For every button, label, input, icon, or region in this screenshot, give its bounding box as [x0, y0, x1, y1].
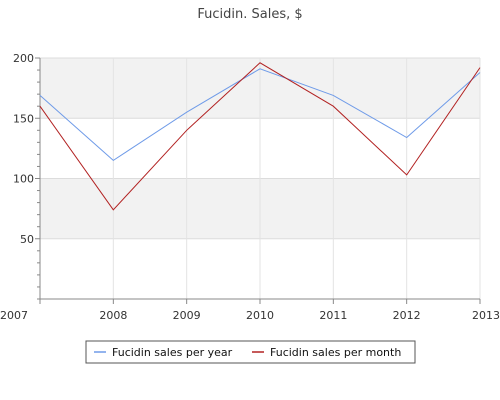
x-tick-label: 2012 [393, 309, 421, 322]
series-lines [39, 62, 481, 211]
x-tick-label: 2013 [472, 309, 500, 322]
series-line-1 [39, 68, 481, 162]
y-tick-label: 200 [13, 52, 34, 65]
axes [35, 57, 481, 304]
y-tick-label: 100 [13, 173, 34, 186]
chart-title: Fucidin. Sales, $ [197, 7, 302, 22]
series-line-2 [39, 62, 481, 211]
y-tick-labels: 50 100 150 200 [13, 52, 34, 246]
y-tick-label: 150 [13, 112, 34, 125]
y-tick-label: 50 [20, 233, 34, 246]
x-tick-labels: 2007 2008 2009 2010 2011 2012 2013 [0, 309, 500, 322]
x-tick-label: 2010 [246, 309, 274, 322]
legend-label: Fucidin sales per year [112, 346, 233, 359]
grid-lines [40, 57, 481, 299]
x-tick-label: 2007 [0, 309, 28, 322]
x-tick-label: 2009 [173, 309, 201, 322]
legend-label: Fucidin sales per month [270, 346, 401, 359]
legend: Fucidin sales per year Fucidin sales per … [85, 340, 416, 364]
x-tick-label: 2008 [99, 309, 127, 322]
legend-box [85, 340, 416, 364]
x-tick-label: 2011 [319, 309, 347, 322]
